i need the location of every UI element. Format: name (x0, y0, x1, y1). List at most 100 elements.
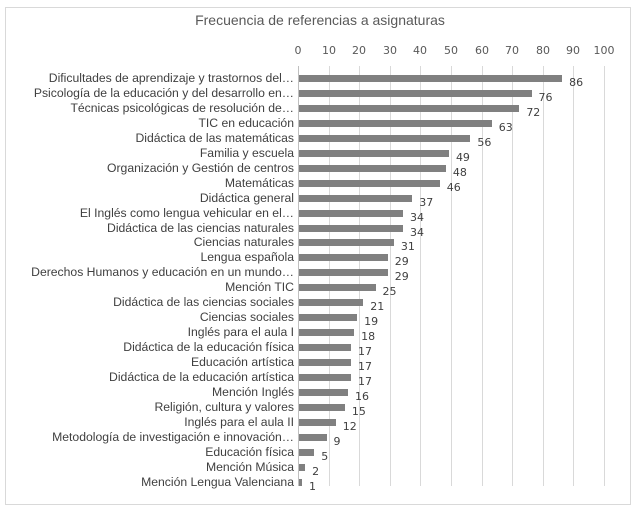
category-label: Didáctica de la educación física (123, 340, 294, 355)
bar (299, 448, 314, 456)
x-tick-label: 100 (593, 44, 615, 57)
data-label: 17 (358, 345, 373, 359)
x-tick-label: 60 (475, 44, 489, 57)
chart-title: Frecuencia de referencias a asignaturas (195, 12, 445, 28)
data-label: 19 (364, 315, 379, 329)
category-label: Metodología de investigación e innovació… (52, 429, 294, 444)
x-tick-label: 10 (322, 44, 336, 57)
gridline (482, 66, 483, 486)
category-label: Mención Lengua Valenciana (141, 474, 294, 489)
bar (299, 388, 348, 396)
x-tick-label: 30 (383, 44, 397, 57)
category-label: TIC en educación (198, 115, 294, 130)
data-label: 21 (370, 300, 385, 314)
bar (299, 89, 532, 97)
data-label: 15 (351, 404, 366, 418)
data-label: 46 (446, 180, 461, 194)
bar (299, 329, 354, 337)
category-label: Educación física (205, 444, 294, 459)
data-label: 17 (358, 360, 373, 374)
category-label: Didáctica general (199, 190, 294, 205)
data-label: 18 (361, 330, 376, 344)
data-label: 2 (312, 464, 320, 478)
category-label: Mención Música (205, 459, 294, 474)
data-label: 29 (394, 270, 409, 284)
data-label: 9 (333, 434, 341, 448)
data-label: 16 (354, 389, 369, 403)
bar (299, 374, 351, 381)
category-label: Ciencias naturales (193, 235, 294, 250)
bar (299, 119, 492, 127)
bar (299, 418, 336, 426)
data-label: 48 (452, 165, 467, 179)
x-tick-label: 90 (566, 44, 580, 57)
category-label: Psicología de la educación y del desarro… (33, 85, 294, 100)
data-label: 12 (342, 419, 357, 433)
category-label: Técnicas psicológicas de resolución de… (70, 100, 294, 115)
category-label: Familia y escuela (199, 145, 294, 160)
category-label: Inglés para el aula II (184, 414, 294, 429)
gridline (451, 66, 452, 486)
bar (299, 314, 357, 322)
bar (299, 403, 345, 411)
bar (299, 104, 519, 112)
category-label: Educación artística (191, 355, 294, 370)
bar (299, 344, 351, 352)
category-label: Mención TIC (225, 280, 294, 295)
bar (299, 194, 412, 202)
category-label: Didáctica de las matemáticas (135, 130, 294, 145)
x-tick-label: 0 (294, 44, 302, 57)
data-label: 63 (498, 120, 513, 134)
gridline (420, 66, 421, 486)
bar (299, 164, 446, 172)
data-label: 34 (410, 210, 425, 224)
gridline (604, 66, 605, 486)
x-tick-label: 50 (444, 44, 458, 57)
x-tick-label: 20 (352, 44, 366, 57)
bar (299, 463, 305, 471)
bar (299, 209, 403, 217)
data-label: 49 (455, 150, 470, 164)
data-label: 56 (477, 135, 492, 149)
category-label: El Inglés como lengua vehicular en el… (79, 205, 294, 220)
data-label: 72 (526, 105, 541, 119)
gridline (573, 66, 574, 486)
category-label: Ciencias sociales (199, 310, 294, 325)
bar (299, 149, 449, 157)
category-label: Dificultades de aprendizaje y trastornos… (48, 71, 294, 85)
category-label: Derechos Humanos y educación en un mundo… (31, 265, 294, 280)
bar (299, 134, 470, 142)
gridline (543, 66, 544, 486)
x-tick-label: 70 (505, 44, 519, 57)
category-label: Religión, cultura y valores (154, 399, 294, 414)
bar (299, 284, 376, 292)
category-label: Matemáticas (224, 175, 294, 190)
category-label: Inglés para el aula I (187, 325, 294, 340)
bar (299, 254, 388, 262)
category-label: Didáctica de las ciencias sociales (113, 295, 294, 310)
bar (299, 239, 394, 247)
x-tick-label: 80 (536, 44, 550, 57)
bar (299, 299, 363, 307)
data-label: 86 (569, 76, 584, 89)
bar (299, 478, 302, 486)
category-label: Didáctica de las ciencias naturales (107, 220, 294, 235)
data-label: 17 (358, 375, 373, 388)
category-label: Didáctica de la educación artística (109, 370, 294, 384)
y-axis-line (298, 66, 299, 486)
bar (299, 433, 327, 441)
category-label: Lengua española (200, 250, 294, 265)
x-tick-label: 40 (413, 44, 427, 57)
gridline (390, 66, 391, 486)
data-label: 5 (321, 449, 329, 463)
bar (299, 269, 388, 277)
data-label: 29 (394, 255, 409, 269)
category-label: Organización y Gestión de centros (107, 160, 294, 175)
data-label: 25 (382, 285, 397, 299)
data-label: 76 (538, 90, 553, 104)
gridline (512, 66, 513, 486)
data-label: 31 (400, 240, 415, 254)
data-label: 37 (419, 195, 434, 209)
data-label: 1 (309, 479, 317, 493)
bar (299, 179, 440, 187)
